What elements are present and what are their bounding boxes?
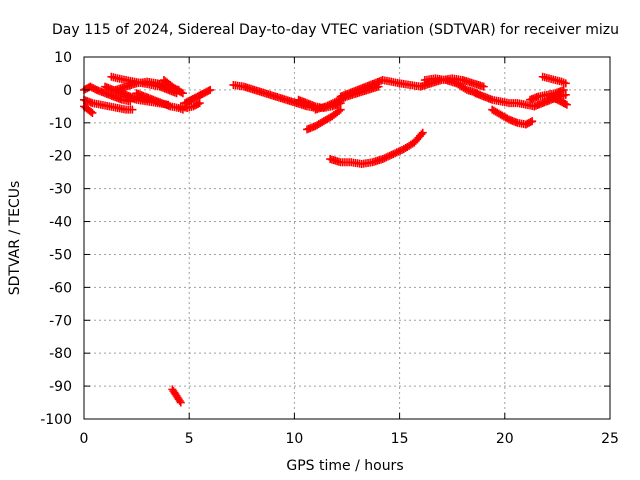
- data-point: [128, 105, 137, 114]
- series-sat-i: [122, 92, 173, 109]
- data-point: [528, 117, 537, 126]
- series-sat-b: [80, 95, 137, 114]
- plot-frame: [83, 56, 611, 420]
- data-point: [394, 147, 403, 156]
- data-point: [177, 88, 186, 97]
- data-point: [417, 130, 426, 139]
- x-tick-label: 0: [80, 431, 89, 447]
- data-point: [561, 90, 570, 99]
- y-tick-label: -30: [49, 182, 72, 198]
- x-tick-label: 15: [391, 431, 409, 447]
- data-point: [561, 99, 570, 108]
- data-point: [336, 105, 345, 114]
- y-tick-label: -90: [49, 379, 72, 395]
- y-tick-label: -10: [49, 116, 72, 132]
- data-point: [88, 108, 97, 117]
- data-point: [391, 149, 400, 158]
- data-point: [396, 146, 405, 155]
- data-point: [176, 398, 185, 407]
- series-sat-k: [176, 99, 204, 113]
- data-point: [562, 100, 571, 109]
- data-point: [327, 99, 336, 108]
- series-sat-y: [538, 72, 570, 88]
- x-tick-label: 5: [185, 431, 194, 447]
- data-point: [382, 153, 391, 162]
- x-tick-label: 10: [285, 431, 303, 447]
- data-point: [328, 99, 337, 108]
- series-sat-l: [168, 385, 185, 407]
- chart-title: Day 115 of 2024, Sidereal Day-to-day VTE…: [52, 22, 619, 38]
- data-point: [418, 128, 427, 137]
- data-point: [164, 100, 173, 109]
- x-axis-ticks: 0 5 10 15 20 25: [80, 57, 619, 447]
- y-axis-label: SDTVAR / TECUs: [7, 181, 23, 296]
- y-tick-label: -80: [49, 346, 72, 362]
- data-point: [384, 152, 393, 161]
- series-sat-r: [326, 128, 427, 168]
- data-point: [526, 117, 535, 126]
- series-sat-z: [547, 92, 571, 109]
- data-point: [378, 155, 387, 164]
- data-point: [392, 148, 401, 157]
- data-point: [321, 102, 330, 111]
- series-sat-j: [180, 85, 215, 108]
- y-tick-label: -50: [49, 247, 72, 263]
- data-point: [194, 99, 203, 108]
- y-tick-label: -40: [49, 215, 72, 231]
- data-point: [87, 107, 96, 116]
- data-point: [387, 150, 396, 159]
- series-sat-h: [159, 76, 187, 98]
- data-point: [334, 96, 343, 105]
- data-point: [178, 89, 187, 98]
- grid-lines: [84, 57, 610, 419]
- data-point: [330, 98, 339, 107]
- data-point: [323, 101, 332, 110]
- series-sat-v: [488, 105, 537, 129]
- y-tick-label: -20: [49, 149, 72, 165]
- data-point: [195, 99, 204, 108]
- data-point: [389, 150, 398, 159]
- data-point: [335, 106, 344, 115]
- y-tick-label: 0: [63, 83, 72, 99]
- data-point: [325, 100, 334, 109]
- series-sat-m: [229, 80, 320, 113]
- data-points: [80, 72, 571, 407]
- y-tick-label: 10: [54, 50, 72, 66]
- data-point: [204, 86, 213, 95]
- data-point: [332, 97, 341, 106]
- x-tick-label: 20: [496, 431, 514, 447]
- series-sat-o: [303, 105, 345, 134]
- y-tick-label: -70: [49, 313, 72, 329]
- data-point: [175, 396, 184, 405]
- data-point: [461, 84, 470, 93]
- data-point: [380, 154, 389, 163]
- x-tick-label: 25: [601, 431, 619, 447]
- y-tick-label: -100: [40, 412, 72, 428]
- series-sat-u: [471, 89, 539, 111]
- y-axis-ticks: 10 0 -10 -20 -30 -40 -50 -60 -70 -80 -90 -100: [40, 50, 610, 428]
- series-sat-t: [420, 74, 482, 98]
- data-point: [206, 85, 215, 94]
- y-tick-label: -60: [49, 280, 72, 296]
- data-point: [561, 79, 570, 88]
- data-point: [385, 151, 394, 160]
- data-point: [479, 82, 488, 91]
- x-axis-label: GPS time / hours: [286, 458, 403, 474]
